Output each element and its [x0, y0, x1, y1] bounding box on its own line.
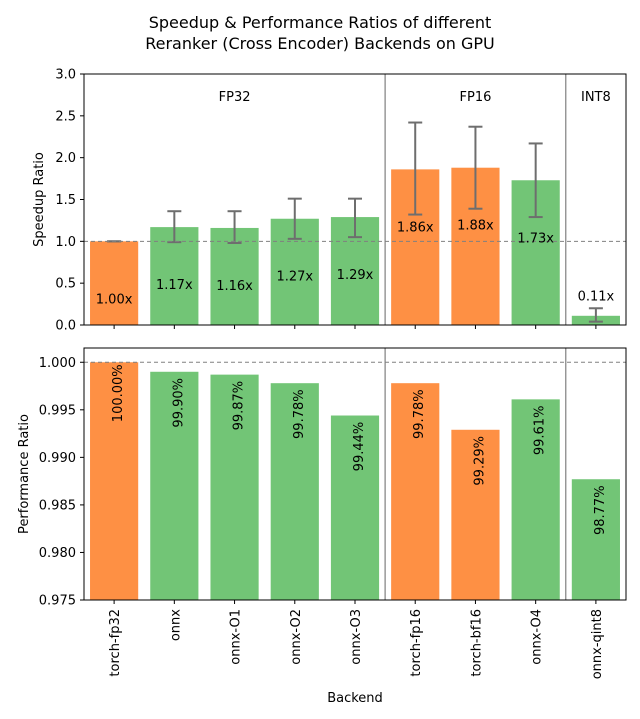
performance-label-onnx-O2: 99.78% — [292, 389, 307, 439]
speedup-y-tick-label: 1.0 — [55, 235, 76, 250]
performance-label-torch-bf16: 99.29% — [472, 436, 487, 486]
x-tick-label-torch-bf16: torch-bf16 — [469, 609, 484, 677]
performance-label-onnx-qint8: 98.77% — [593, 485, 608, 535]
performance-panel: 100.00% 99.90% 99.87% 99.78% 99.44% 99.78% 99.… — [17, 347, 627, 706]
speedup-error-bar-torch-bf16 — [468, 125, 483, 210]
x-tick-label-onnx-O3: onnx-O3 — [349, 609, 364, 665]
speedup-bar-onnx-O1 — [210, 227, 259, 325]
performance-bar-onnx-qint8 — [571, 479, 620, 600]
speedup-bar-torch-fp32 — [90, 241, 139, 325]
performance-bar-onnx — [150, 371, 199, 600]
x-tick-label-torch-fp32: torch-fp32 — [108, 609, 123, 677]
chart-title-line-2: Reranker (Cross Encoder) Backends on GPU — [145, 34, 495, 53]
performance-bar-onnx-O4 — [511, 399, 560, 600]
speedup-error-bar-onnx-O3 — [348, 197, 362, 239]
performance-bar-onnx-O3 — [330, 415, 380, 600]
x-tick-label-onnx-O2: onnx-O2 — [289, 609, 304, 665]
speedup-label-torch-fp32: 1.00x — [96, 292, 133, 307]
performance-bar-onnx-O2 — [270, 383, 319, 600]
performance-bar-onnx-O1 — [210, 374, 259, 600]
speedup-y-tick-label: 2.5 — [55, 109, 76, 124]
speedup-y-tick-label: 1.5 — [55, 193, 76, 208]
speedup-error-bar-onnx-O1 — [227, 210, 242, 245]
speedup-label-onnx: 1.17x — [156, 278, 193, 293]
speedup-y-tick-label: 0.0 — [55, 319, 76, 334]
performance-label-onnx-O3: 99.44% — [352, 422, 367, 472]
x-tick-label-onnx-qint8: onnx-qint8 — [590, 609, 605, 679]
speedup-error-bar-onnx — [167, 210, 182, 244]
performance-y-tick-label: 0.985 — [39, 498, 76, 513]
group-label-fp32: FP32 — [219, 90, 251, 105]
performance-y-axis-label: Performance Ratio — [17, 414, 32, 534]
speedup-label-onnx-O4: 1.73x — [517, 231, 554, 246]
performance-bar-torch-fp32 — [90, 362, 139, 600]
speedup-label-onnx-O2: 1.27x — [276, 270, 313, 285]
group-label-fp16: FP16 — [460, 90, 492, 105]
x-tick-label-onnx: onnx — [168, 609, 183, 641]
performance-label-onnx: 99.90% — [171, 378, 186, 428]
speedup-label-torch-fp16: 1.86x — [397, 220, 434, 235]
chart-title-line-1: Speedup & Performance Ratios of differen… — [149, 13, 492, 32]
x-tick-label-torch-fp16: torch-fp16 — [409, 609, 424, 677]
x-axis-label: Backend — [327, 691, 383, 706]
speedup-y-tick-label: 2.0 — [55, 151, 76, 166]
performance-label-torch-fp16: 99.78% — [412, 389, 427, 439]
speedup-label-onnx-qint8: 0.11x — [578, 289, 615, 304]
performance-y-tick-label: 0.975 — [39, 594, 76, 609]
performance-label-onnx-O4: 99.61% — [533, 406, 548, 456]
speedup-label-torch-bf16: 1.88x — [457, 219, 494, 234]
performance-label-torch-fp32: 100.00% — [111, 364, 126, 422]
speedup-panel: 1.00x 1.17x 1.16x 1.27x 1.29x 1.86x 1.88x 1.73x… — [32, 68, 627, 334]
performance-y-tick-label: 0.980 — [39, 546, 76, 561]
speedup-label-onnx-O1: 1.16x — [216, 279, 253, 294]
speedup-error-bar-onnx-O2 — [287, 197, 302, 240]
speedup-error-bar-onnx-O4 — [528, 142, 543, 219]
speedup-y-axis-label: Speedup Ratio — [32, 152, 47, 247]
performance-bar-torch-fp16 — [391, 383, 440, 600]
group-label-int8: INT8 — [581, 90, 611, 105]
speedup-error-bar-torch-fp16 — [408, 121, 423, 216]
performance-label-onnx-O1: 99.87% — [232, 381, 247, 431]
performance-y-tick-label: 0.990 — [39, 451, 76, 466]
speedup-label-onnx-O3: 1.29x — [337, 268, 374, 283]
speedup-y-tick-label: 3.0 — [55, 68, 76, 83]
x-tick-label-onnx-O4: onnx-O4 — [530, 609, 545, 665]
performance-y-tick-label: 0.995 — [39, 403, 76, 418]
x-tick-label-onnx-O1: onnx-O1 — [229, 609, 244, 665]
speedup-error-bar-onnx-qint8 — [588, 307, 603, 323]
performance-bar-torch-bf16 — [451, 429, 500, 600]
speedup-bar-onnx — [150, 227, 199, 325]
speedup-y-tick-label: 0.5 — [55, 277, 76, 292]
performance-y-tick-label: 1.000 — [39, 356, 76, 371]
